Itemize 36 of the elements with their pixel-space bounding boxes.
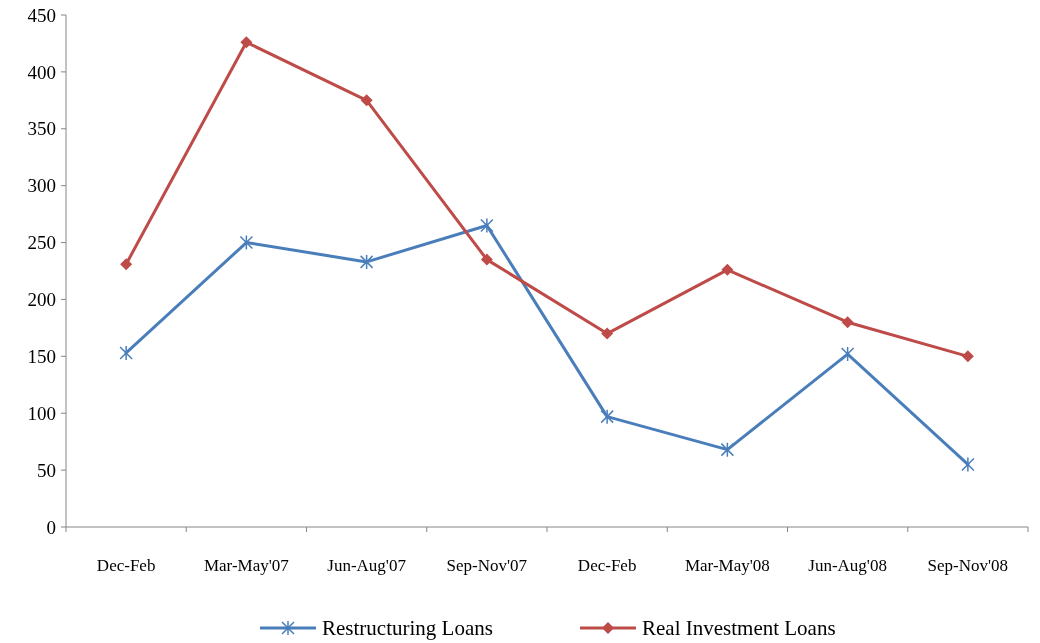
point xyxy=(840,346,855,362)
y-tick-label: 350 xyxy=(27,118,56,140)
point xyxy=(359,254,374,270)
y-tick-label: 450 xyxy=(27,4,56,26)
point xyxy=(480,217,494,234)
x-tick-label: Mar-May'07 xyxy=(203,556,290,575)
x-tick-label: Dec-Feb xyxy=(96,556,156,575)
y-tick-label: 150 xyxy=(27,345,56,367)
y-tick-label: 300 xyxy=(27,175,56,197)
y-tick-label: 250 xyxy=(27,232,56,254)
point xyxy=(961,456,975,473)
x-tick-label: Sep-Nov'07 xyxy=(446,556,528,575)
x-tick-label: Sep-Nov'08 xyxy=(927,556,1009,575)
y-tick-label: 100 xyxy=(27,402,56,424)
point xyxy=(961,350,974,363)
x-tick-label: Jun-Aug'08 xyxy=(808,556,887,575)
point xyxy=(480,253,493,266)
point xyxy=(120,258,133,271)
y-tick-label: 400 xyxy=(27,61,56,83)
x-tick-label: Mar-May'08 xyxy=(684,556,770,575)
point xyxy=(841,316,854,329)
point xyxy=(721,263,734,276)
point xyxy=(720,441,735,458)
legend-label: Real Investment Loans xyxy=(642,616,836,641)
x-tick-label: Dec-Feb xyxy=(577,556,637,575)
legend-label: Restructuring Loans xyxy=(322,616,493,641)
point xyxy=(601,327,614,340)
x-tick-label: Jun-Aug'07 xyxy=(327,556,407,575)
point xyxy=(360,94,373,107)
point xyxy=(239,234,254,251)
point xyxy=(119,345,133,361)
point xyxy=(240,36,253,49)
point xyxy=(600,408,614,425)
y-tick-label: 50 xyxy=(37,459,56,481)
y-tick-label: 200 xyxy=(27,289,56,311)
y-tick-label: 0 xyxy=(46,516,56,538)
